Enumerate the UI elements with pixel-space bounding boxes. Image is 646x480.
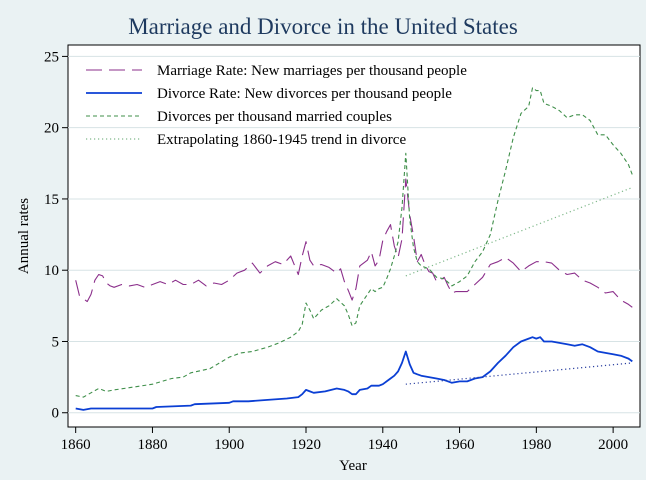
series-lines (75, 87, 633, 411)
legend-label-2: Divorces per thousand married couples (157, 109, 392, 125)
y-axis-title: Annual rates (16, 198, 32, 274)
x-tick-label: 1900 (214, 437, 244, 453)
series-line-3 (405, 186, 633, 277)
legend-label-3: Extrapolating 1860-1945 trend in divorce (157, 132, 406, 148)
y-tick-label: 0 (52, 406, 60, 422)
series-line-1 (75, 336, 633, 411)
chart-title: Marriage and Divorce in the United State… (128, 14, 518, 39)
y-tick-label: 10 (44, 263, 59, 279)
axis-ticks: 0 5 10 15 20 25 1860 1880 1900 1920 1940 1960 1980 20… (44, 49, 628, 453)
x-tick-label: 1880 (137, 437, 167, 453)
legend-label-0: Marriage Rate: New marriages per thousan… (157, 63, 467, 79)
y-tick-label: 15 (44, 192, 59, 208)
gridlines (68, 55, 640, 414)
x-tick-label: 1860 (61, 437, 91, 453)
x-tick-label: 2000 (598, 437, 628, 453)
legend-label-1: Divorce Rate: New divorces per thousand … (157, 86, 452, 102)
plot-area (67, 44, 641, 428)
legend: Marriage Rate: New marriages per thousan… (86, 63, 467, 148)
y-tick-label: 5 (52, 334, 60, 350)
y-tick-label: 20 (44, 121, 59, 137)
x-tick-label: 1940 (368, 437, 398, 453)
x-tick-label: 1960 (445, 437, 475, 453)
x-tick-label: 1980 (521, 437, 551, 453)
series-line-0 (75, 178, 633, 308)
series-line-2 (75, 87, 633, 398)
y-tick-label: 25 (44, 49, 59, 65)
x-tick-label: 1920 (291, 437, 321, 453)
x-axis-title: Year (339, 458, 367, 474)
